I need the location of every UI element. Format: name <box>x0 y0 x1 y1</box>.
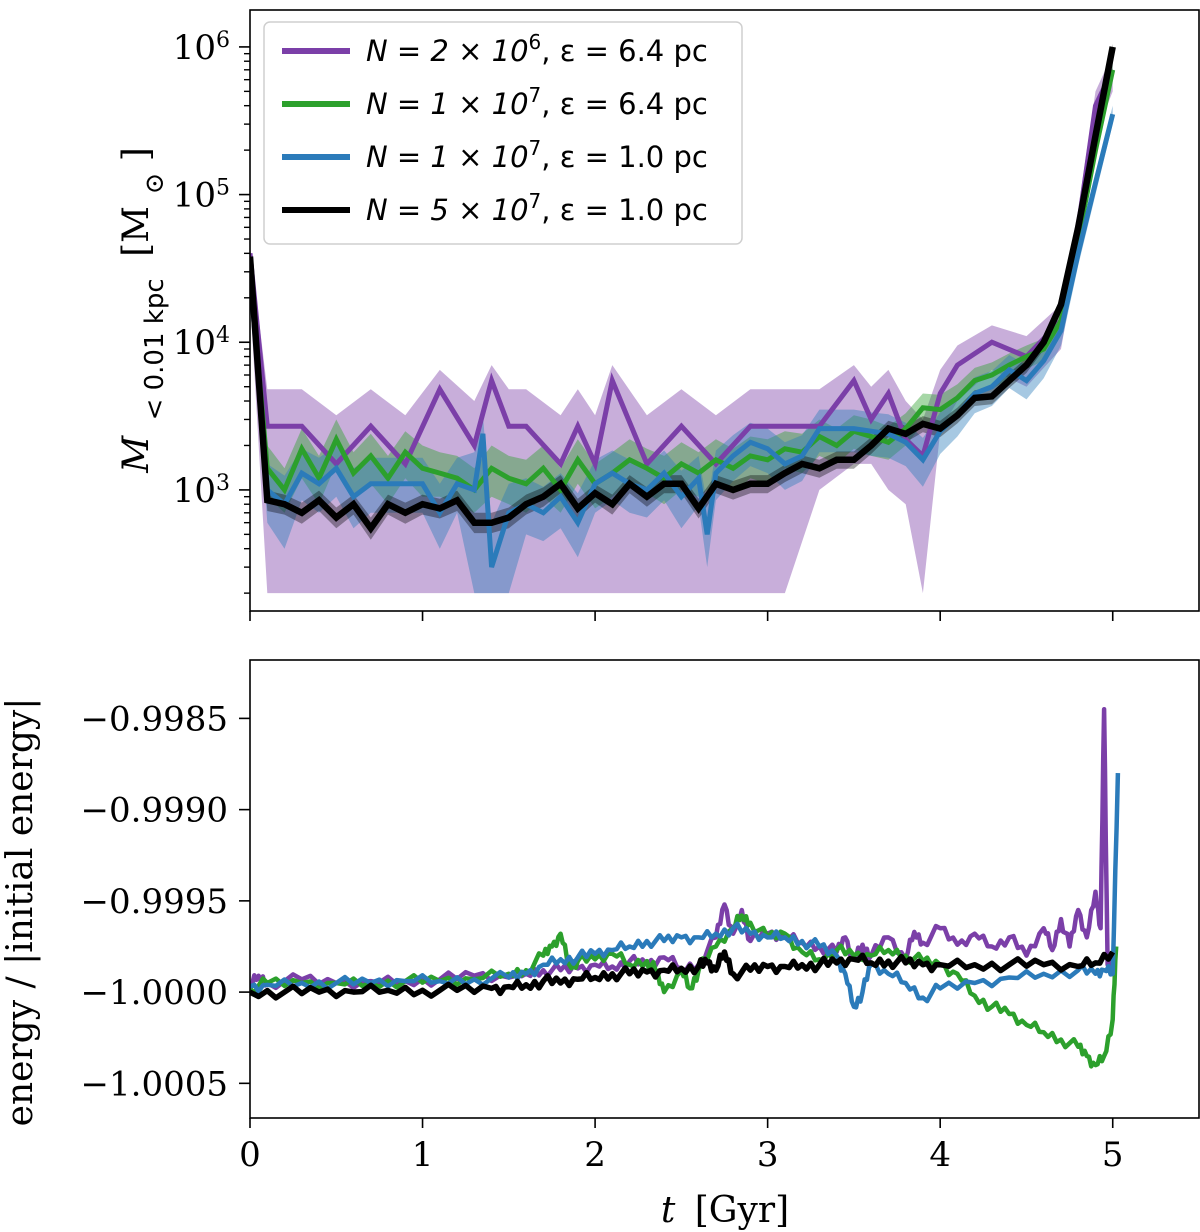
xtick-label-3: 3 <box>757 1135 779 1175</box>
xtick-label-4: 4 <box>929 1135 951 1175</box>
bottom-line-series-0 <box>250 707 1115 991</box>
top-line-series-3 <box>250 46 1116 534</box>
svg-text:M < 0.01 kpc [: M < 0.01 kpc [M ⊙ ] <box>116 147 170 474</box>
bottom-y-axis-label: energy / |initial energy| <box>0 698 41 1127</box>
x-axis-label: t [Gyr] <box>661 1190 789 1231</box>
top-ytick-label-0: 103 <box>173 470 230 511</box>
xtick-label-5: 5 <box>1102 1135 1124 1175</box>
xtick-label-1: 1 <box>412 1135 434 1175</box>
bottom-line-series-3 <box>250 949 1116 1001</box>
top-y-axis-label: M < 0.01 kpc [M ⊙ ] <box>116 147 170 474</box>
legend: N = 2 × 106, ε = 6.4 pc N = 1 × 107, ε =… <box>263 21 743 245</box>
legend-entry-3: N = 5 × 107, ε = 1.0 pc <box>366 189 708 227</box>
top-series-lines <box>250 46 1116 568</box>
top-ytick-label-3: 106 <box>173 27 230 67</box>
bottom-line-series-1 <box>250 913 1119 1069</box>
bottom-ytick-label-1: −0.9990 <box>81 791 228 831</box>
bottom-ytick-label-3: −1.0000 <box>81 973 228 1013</box>
bottom-y-ticks: −0.9985 −0.9990 −0.9995 −1.0000 −1.0005 <box>81 699 250 1104</box>
xtick-label-0: 0 <box>239 1135 261 1175</box>
top-panel: 103 104 105 106 M < 0.01 kpc [M ⊙ ] N = 2 ×… <box>116 9 1200 621</box>
top-line-series-1 <box>250 69 1116 495</box>
top-ytick-label-1: 104 <box>173 323 230 364</box>
top-error-bands <box>250 43 1113 594</box>
top-line-series-0 <box>250 68 1115 472</box>
bottom-plot-frame <box>249 659 1200 1119</box>
bottom-ytick-label-4: −1.0005 <box>81 1064 228 1104</box>
legend-entry-1: N = 1 × 107, ε = 6.4 pc <box>366 83 708 121</box>
legend-entry-2: N = 1 × 107, ε = 1.0 pc <box>366 136 708 174</box>
xtick-label-2: 2 <box>584 1135 606 1175</box>
bottom-panel: −0.9985 −0.9990 −0.9995 −1.0000 −1.0005 0 1 2 3… <box>0 659 1200 1231</box>
bottom-ytick-label-0: −0.9985 <box>81 699 228 739</box>
top-ytick-label-2: 105 <box>173 175 230 216</box>
top-x-ticks <box>249 611 1114 621</box>
top-band-series-0 <box>250 53 1113 594</box>
bottom-ytick-label-2: −0.9995 <box>81 882 228 922</box>
bottom-line-series-2 <box>250 773 1121 1010</box>
bottom-x-ticks: 0 1 2 3 4 5 <box>239 1118 1124 1175</box>
top-plot-frame <box>249 9 1200 612</box>
legend-box <box>263 21 743 245</box>
svg-text:energy / |initial energy|: energy / |initial energy| <box>0 698 41 1127</box>
bottom-series-lines <box>250 707 1121 1069</box>
top-band-series-2 <box>250 105 1113 594</box>
top-y-ticks: 103 104 105 106 <box>173 27 250 594</box>
legend-entry-0: N = 2 × 106, ε = 6.4 pc <box>366 30 708 68</box>
